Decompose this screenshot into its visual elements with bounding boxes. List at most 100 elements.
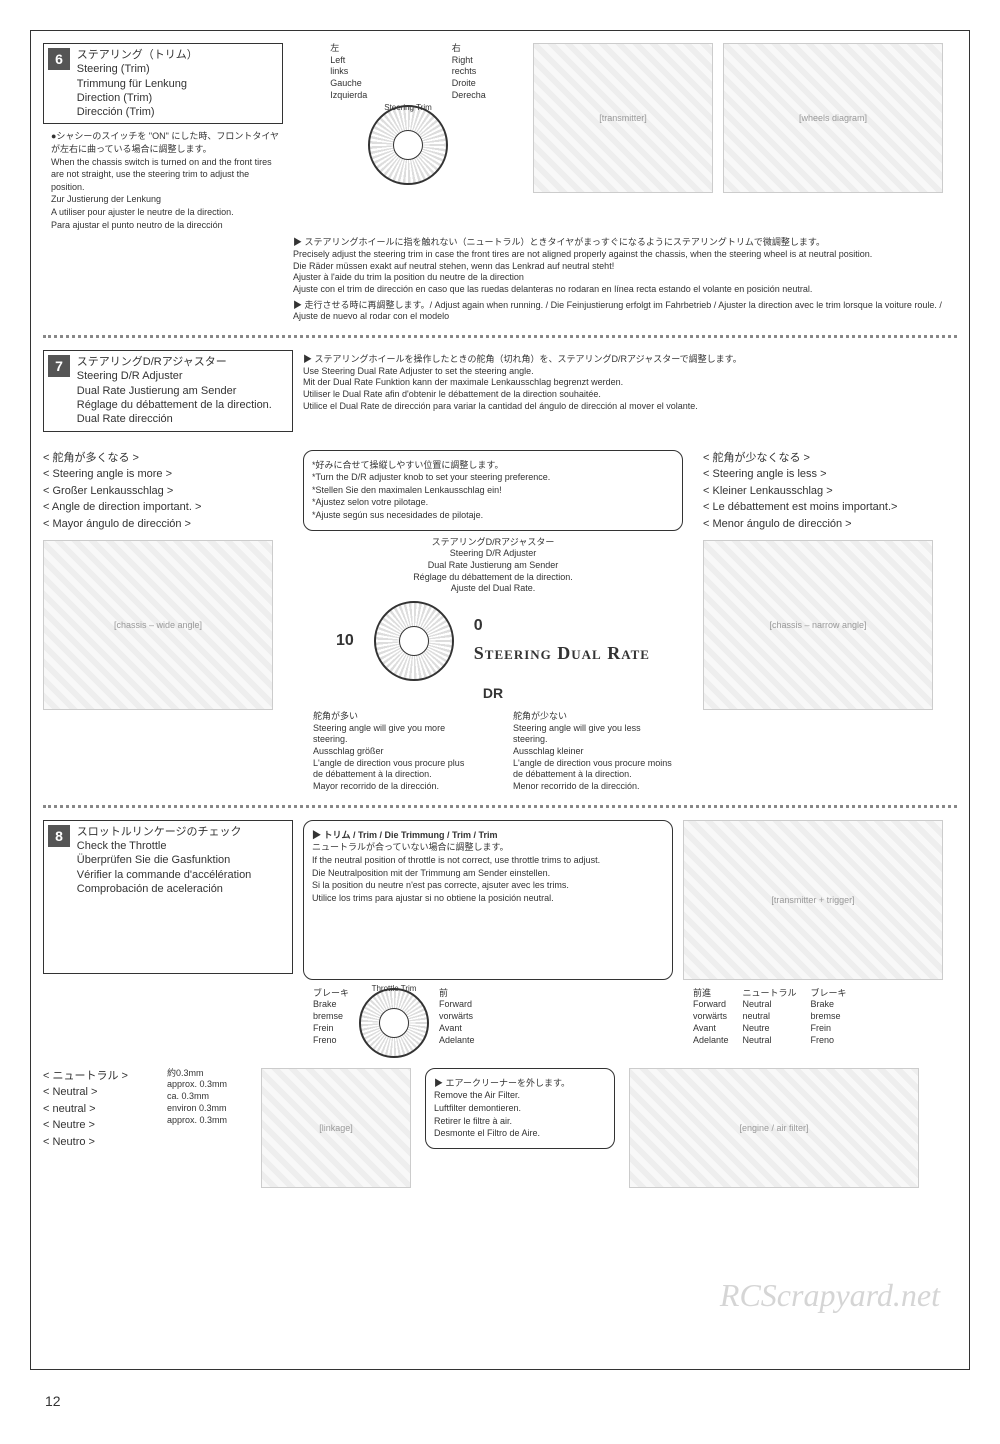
transmitter-trigger-illustration: [transmitter + trigger] — [683, 820, 943, 980]
forward-labels: 前 Forward vorwärts Avant Adelante — [439, 988, 475, 1046]
title-line: Réglage du débattement de la direction. — [77, 398, 272, 412]
label-line: rechts — [452, 66, 486, 78]
text-line: Steering angle will give you less steeri… — [513, 723, 673, 746]
title-line: スロットルリンケージのチェック — [77, 825, 252, 839]
section6-main-text: ●シャシーのスイッチを "ON" にした時、フロントタイヤが左右に曲っている場合… — [51, 130, 283, 231]
label-line: Forward — [693, 999, 729, 1011]
label-line: ニュートラル — [743, 988, 797, 1000]
label-line: links — [330, 66, 367, 78]
dial-label: Steering Trim — [384, 103, 432, 112]
step-8-number: 8 — [48, 825, 70, 847]
step-8-header: 8 スロットルリンケージのチェック Check the Throttle Übe… — [43, 820, 293, 974]
label-line: vorwärts — [439, 1011, 475, 1023]
step-7-number: 7 — [48, 355, 70, 377]
title-line: Dirección (Trim) — [77, 105, 198, 119]
section6-note1: ▶ ステアリングホイールに指を触れない（ニュートラル）ときタイヤがまっすぐになる… — [293, 237, 957, 295]
text-line: *Ajustez selon votre pilotage. — [312, 496, 674, 509]
text-line: Die Räder müssen exakt auf neutral stehe… — [293, 261, 957, 273]
dial-10-label: 10 — [336, 632, 354, 650]
label-line: < Mayor ángulo de dirección > — [43, 516, 283, 533]
label-line: Derecha — [452, 90, 486, 102]
throttle-trim-label: Throttle Trim — [372, 984, 417, 993]
label-line: environ 0.3mm — [167, 1103, 247, 1115]
label-line: Left — [330, 55, 367, 67]
text-line: 舵角が多い — [313, 711, 473, 723]
label-line: approx. 0.3mm — [167, 1079, 247, 1091]
text-line: If the neutral position of throttle is n… — [312, 854, 664, 867]
text-line: Remove the Air Filter. — [434, 1089, 606, 1102]
divider — [43, 335, 957, 338]
text-line: Steering angle will give you more steeri… — [313, 723, 473, 746]
text-line: Zur Justierung der Lenkung — [51, 193, 283, 206]
text-line: Ausschlag kleiner — [513, 746, 673, 758]
dr-label: DR — [483, 685, 503, 701]
label-line: ブレーキ — [313, 988, 349, 1000]
label-line: Brake — [313, 999, 349, 1011]
steering-trim-dial — [368, 105, 448, 185]
text-line: Utilice los trims para ajustar si no obt… — [312, 892, 664, 905]
label-line: 約0.3mm — [167, 1068, 247, 1080]
label-line: < Neutre > — [43, 1117, 153, 1134]
label-line: Gauche — [330, 78, 367, 90]
gap-labels: 約0.3mm approx. 0.3mm ca. 0.3mm environ 0… — [167, 1068, 247, 1126]
chassis-more-angle-illustration: [chassis – wide angle] — [43, 540, 273, 710]
text-line: Use Steering Dual Rate Adjuster to set t… — [303, 366, 957, 378]
text-line: Retirer le filtre à air. — [434, 1115, 606, 1128]
text-line: ▶ ステアリングホイールを操作したときの舵角（切れ角）を、ステアリングD/Rアジ… — [303, 354, 957, 366]
label-line: Neutral — [743, 999, 797, 1011]
title-line: Direction (Trim) — [77, 91, 198, 105]
divider — [43, 805, 957, 808]
title-line: ステアリングD/Rアジャスター — [77, 355, 272, 369]
chassis-wheels-illustration: [wheels diagram] — [723, 43, 943, 193]
title-line: Trimmung für Lenkung — [77, 77, 198, 91]
text-line: *Turn the D/R adjuster knob to set your … — [312, 471, 674, 484]
label-line: < neutral > — [43, 1101, 153, 1118]
label-line: < Neutro > — [43, 1134, 153, 1151]
step-6-number: 6 — [48, 48, 70, 70]
text-line: Desmonte el Filtro de Aire. — [434, 1127, 606, 1140]
section-8: 8 スロットルリンケージのチェック Check the Throttle Übe… — [43, 820, 957, 1188]
label-line: 右 — [452, 43, 486, 55]
title-line: ステアリング（トリム） — [77, 48, 198, 62]
label-line: < Le débattement est moins important.> — [703, 499, 943, 516]
label-line: < Steering angle is less > — [703, 466, 943, 483]
section7-intro: ▶ ステアリングホイールを操作したときの舵角（切れ角）を、ステアリングD/Rアジ… — [303, 350, 957, 437]
label-line: bremse — [811, 1011, 847, 1023]
label-line: Dual Rate Justierung am Sender — [413, 560, 573, 572]
brake-labels-2: ブレーキ Brake bremse Frein Freno — [811, 988, 847, 1046]
title-line: Comprobación de aceleración — [77, 882, 252, 896]
text-line: Mit der Dual Rate Funktion kann der maxi… — [303, 377, 957, 389]
label-line: Right — [452, 55, 486, 67]
label-line: < Menor ángulo de dirección > — [703, 516, 943, 533]
text-line: Mayor recorrido de la dirección. — [313, 781, 473, 793]
label-line: Adelante — [439, 1035, 475, 1047]
dr-dial — [374, 601, 454, 681]
text-line: Ajuster à l'aide du trim la position du … — [293, 272, 957, 284]
text-line: Menor recorrido de la dirección. — [513, 781, 673, 793]
less-desc: 舵角が少ない Steering angle will give you less… — [513, 711, 673, 793]
engine-air-filter-illustration: [engine / air filter] — [629, 1068, 919, 1188]
label-line: Izquierda — [330, 90, 367, 102]
step-6-header: 6 ステアリング（トリム） Steering (Trim) Trimmung f… — [43, 43, 283, 124]
label-line: Steering D/R Adjuster — [413, 548, 573, 560]
angle-less-labels: < 舵角が少なくなる > < Steering angle is less > … — [703, 450, 943, 533]
neutral-labels: < ニュートラル > < Neutral > < neutral > < Neu… — [43, 1068, 153, 1151]
label-line: Ajuste del Dual Rate. — [413, 583, 573, 595]
text-line: A utiliser pour ajuster le neutre de la … — [51, 206, 283, 219]
dual-rate-title: Steering Dual Rate — [474, 643, 650, 664]
label-line: vorwärts — [693, 1011, 729, 1023]
label-line: ブレーキ — [811, 988, 847, 1000]
label-line: Droite — [452, 78, 486, 90]
text-line: ▶ エアークリーナーを外します。 — [434, 1077, 606, 1090]
label-line: Avant — [693, 1023, 729, 1035]
label-line: ステアリングD/Rアジャスター — [413, 537, 573, 549]
chassis-less-angle-illustration: [chassis – narrow angle] — [703, 540, 933, 710]
text-line: ▶ ステアリングホイールに指を触れない（ニュートラル）ときタイヤがまっすぐになる… — [293, 237, 957, 249]
label-line: < Großer Lenkausschlag > — [43, 483, 283, 500]
text-line: Utiliser le Dual Rate afin d'obtenir le … — [303, 389, 957, 401]
title-line: Steering (Trim) — [77, 62, 198, 76]
title-line: Dual Rate Justierung am Sender — [77, 384, 272, 398]
section-6: 6 ステアリング（トリム） Steering (Trim) Trimmung f… — [43, 43, 957, 323]
label-line: < Neutral > — [43, 1084, 153, 1101]
step-7-header: 7 ステアリングD/Rアジャスター Steering D/R Adjuster … — [43, 350, 293, 431]
